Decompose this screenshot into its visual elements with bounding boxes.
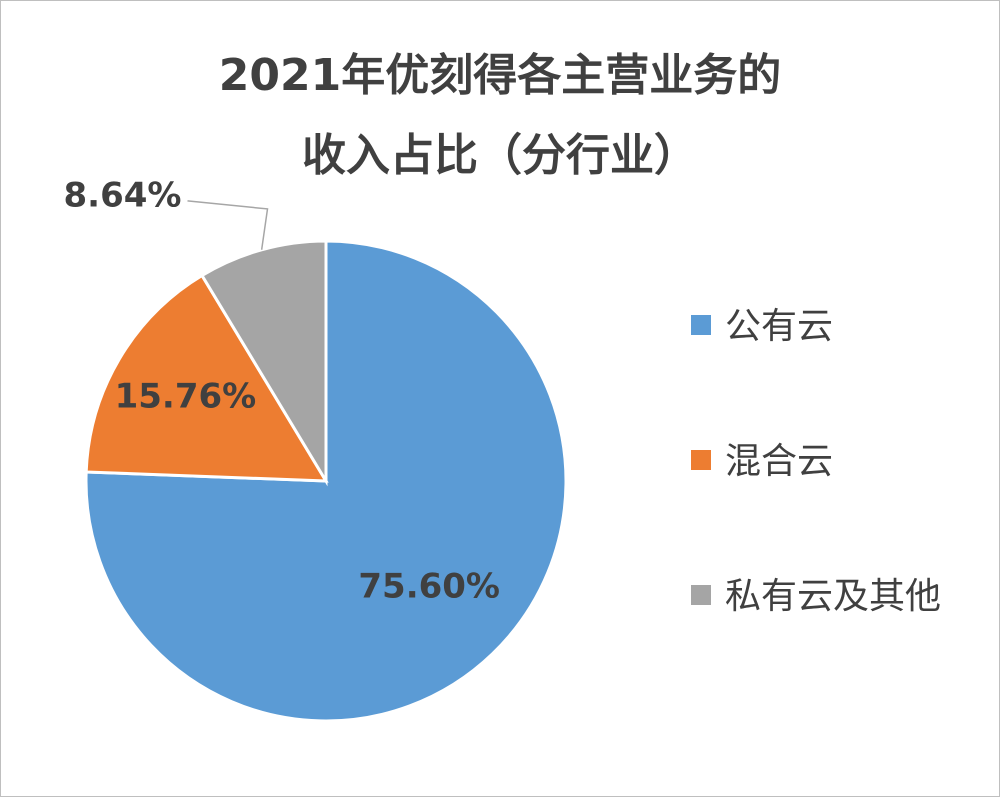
data-label: 75.60%	[358, 567, 500, 607]
legend-swatch	[691, 450, 711, 470]
legend-label: 公有云	[725, 306, 834, 347]
pie-slice	[84, 273, 329, 483]
data-label: 15.76%	[115, 377, 257, 417]
legend-swatch	[691, 585, 711, 605]
chart-title: 收入占比（分行业）	[302, 130, 698, 181]
leader-line	[187, 200, 269, 250]
legend-item: 私有云及其他	[691, 571, 985, 623]
pie-slice	[199, 239, 328, 487]
legend-swatch	[691, 315, 711, 335]
legend-label: 私有云及其他	[725, 576, 942, 617]
legend-item: 公有云	[691, 301, 985, 353]
legend-item: 混合云	[691, 436, 985, 488]
legend-label: 混合云	[725, 441, 834, 482]
pie-slice	[84, 239, 568, 723]
data-label: 8.64%	[64, 175, 182, 215]
chart-title: 2021年优刻得各主营业务的	[218, 50, 782, 101]
